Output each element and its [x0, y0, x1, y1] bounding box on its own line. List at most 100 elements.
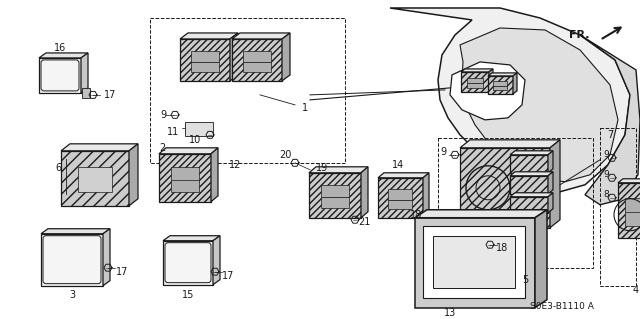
Polygon shape — [361, 167, 368, 218]
Polygon shape — [61, 144, 138, 151]
Text: 18: 18 — [410, 210, 422, 220]
Bar — [78, 167, 112, 191]
Bar — [191, 62, 219, 72]
Polygon shape — [103, 229, 110, 286]
Bar — [510, 197, 548, 213]
Bar — [243, 62, 271, 72]
Bar — [460, 148, 550, 228]
Bar — [493, 81, 507, 86]
Text: 9: 9 — [440, 147, 446, 157]
Text: 2: 2 — [159, 143, 165, 153]
Text: 14: 14 — [392, 160, 404, 170]
Text: 15: 15 — [182, 290, 194, 300]
Text: 13: 13 — [444, 308, 456, 318]
Polygon shape — [230, 33, 238, 81]
Polygon shape — [550, 140, 560, 228]
Polygon shape — [39, 53, 88, 58]
Polygon shape — [460, 140, 560, 148]
Bar — [243, 51, 271, 63]
Bar — [150, 18, 345, 163]
Bar — [309, 173, 361, 218]
Bar — [39, 58, 81, 93]
Polygon shape — [378, 173, 429, 178]
Text: 19: 19 — [316, 163, 328, 173]
Bar — [378, 178, 423, 218]
Polygon shape — [213, 236, 220, 285]
Bar — [321, 185, 349, 197]
Bar — [467, 78, 483, 83]
Polygon shape — [618, 179, 640, 183]
Text: S0E3-B1110 A: S0E3-B1110 A — [530, 302, 594, 311]
Polygon shape — [548, 151, 553, 173]
Polygon shape — [488, 73, 517, 76]
Polygon shape — [460, 28, 618, 182]
Polygon shape — [232, 33, 290, 39]
Bar — [232, 39, 282, 81]
Polygon shape — [309, 167, 368, 173]
Polygon shape — [159, 148, 218, 154]
Bar — [510, 176, 548, 194]
Bar — [163, 241, 213, 285]
Polygon shape — [461, 69, 493, 72]
Polygon shape — [450, 62, 525, 120]
Bar — [185, 122, 213, 136]
Bar — [461, 72, 489, 92]
Bar — [321, 197, 349, 208]
Bar — [171, 180, 199, 192]
Text: 10: 10 — [189, 135, 201, 145]
Text: 20: 20 — [279, 150, 291, 160]
Polygon shape — [489, 69, 493, 92]
Text: 16: 16 — [54, 43, 66, 53]
Bar — [388, 189, 412, 200]
Bar — [625, 198, 640, 213]
Bar — [493, 86, 507, 90]
Polygon shape — [423, 173, 429, 218]
Polygon shape — [282, 33, 290, 81]
Bar — [433, 236, 515, 288]
Bar — [510, 155, 548, 173]
Polygon shape — [548, 193, 553, 213]
Bar — [415, 218, 535, 308]
Text: 4: 4 — [633, 285, 639, 295]
Bar — [82, 88, 90, 98]
Polygon shape — [580, 35, 640, 205]
Polygon shape — [211, 148, 218, 202]
Bar — [625, 212, 640, 226]
Polygon shape — [163, 236, 220, 241]
Polygon shape — [180, 33, 238, 39]
Text: 3: 3 — [69, 290, 75, 300]
Text: 6: 6 — [55, 163, 61, 173]
Text: 7: 7 — [607, 130, 613, 140]
Text: 12: 12 — [229, 160, 241, 170]
Bar — [180, 39, 230, 81]
Text: 17: 17 — [104, 90, 116, 100]
Polygon shape — [510, 172, 553, 176]
Polygon shape — [548, 172, 553, 194]
Polygon shape — [81, 53, 88, 93]
Polygon shape — [510, 151, 553, 155]
Bar — [61, 151, 129, 206]
Polygon shape — [535, 210, 547, 308]
Bar — [488, 76, 513, 94]
Polygon shape — [415, 210, 547, 218]
Text: 9: 9 — [603, 170, 609, 179]
Bar — [41, 234, 103, 286]
Bar — [191, 51, 219, 63]
Polygon shape — [41, 229, 110, 234]
Polygon shape — [510, 193, 553, 197]
Bar — [159, 154, 211, 202]
Bar — [438, 138, 593, 268]
Text: 8: 8 — [603, 190, 609, 199]
Text: 9: 9 — [160, 110, 166, 120]
Bar — [600, 128, 636, 286]
Text: 18: 18 — [496, 243, 508, 253]
Text: 11: 11 — [167, 127, 179, 137]
Bar — [423, 226, 525, 298]
Text: 9: 9 — [603, 150, 609, 159]
Bar — [618, 183, 640, 238]
Text: 1: 1 — [302, 103, 308, 113]
Bar — [467, 83, 483, 88]
Text: 17: 17 — [116, 267, 128, 277]
Text: 21: 21 — [358, 217, 370, 227]
Text: 5: 5 — [522, 275, 528, 285]
